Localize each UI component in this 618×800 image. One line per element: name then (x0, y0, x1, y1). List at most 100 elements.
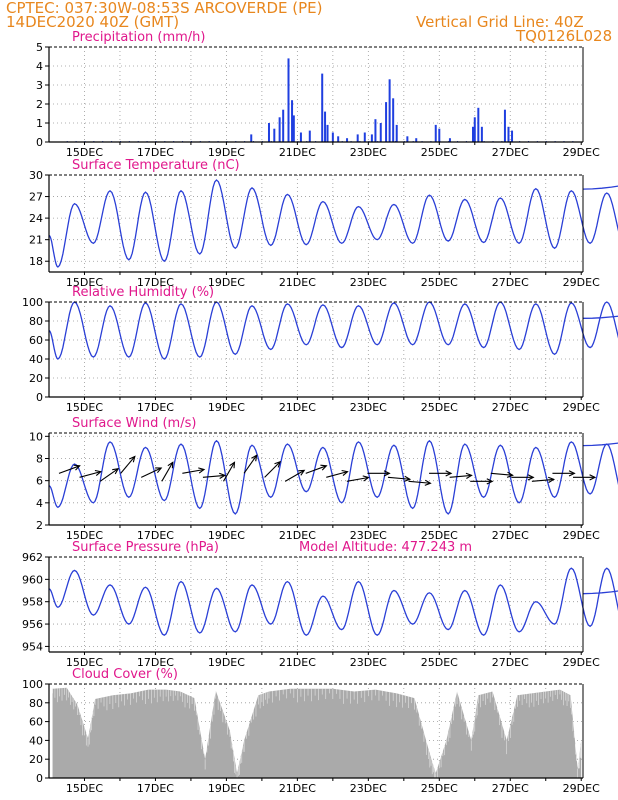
wind-arrow-shaft (223, 462, 235, 482)
y-tick-label: 8 (36, 452, 43, 465)
x-tick-label: 19DEC (208, 529, 245, 542)
y-tick-label: 962 (22, 551, 43, 564)
x-tick-label: 23DEC (350, 529, 387, 542)
x-tick-label: 17DEC (137, 782, 174, 795)
x-tick-label: 25DEC (421, 401, 458, 414)
wind-arrow-shaft (202, 474, 225, 478)
wind-arrow-shaft (408, 480, 431, 484)
y-tick-label: 4 (36, 497, 43, 510)
bar (291, 100, 294, 142)
y-tick-label: 1 (36, 117, 43, 130)
wind-arrow (305, 464, 328, 474)
wind-arrow-head (486, 478, 494, 485)
model-id: TQ0126L028 (516, 27, 613, 45)
cloud-texture (52, 687, 581, 778)
y-tick-label: 27 (29, 191, 43, 204)
x-tick-label: 27DEC (492, 656, 529, 669)
panel-annotation: Model Altitude: 477.243 m (299, 540, 472, 555)
bar (370, 134, 373, 142)
wind-arrow-head (465, 472, 473, 479)
x-tick-label: 29DEC (563, 401, 600, 414)
bar (282, 109, 285, 142)
wind-arrow-shaft (449, 474, 472, 478)
bar (321, 73, 324, 142)
y-tick-label: 10 (29, 430, 43, 443)
series-line (48, 179, 618, 268)
panel-title: Relative Humidity (%) (72, 285, 214, 300)
wind-arrow (243, 454, 258, 474)
y-tick-label: 954 (22, 640, 43, 653)
bar (477, 107, 480, 142)
wind-arrow-shaft (161, 462, 174, 482)
x-tick-label: 27DEC (492, 529, 529, 542)
wind-arrow (202, 472, 227, 479)
x-tick-label: 19DEC (208, 782, 245, 795)
wind-arrow-head (167, 461, 174, 469)
wind-arrow-head (424, 479, 432, 486)
x-tick-label: 27DEC (492, 146, 529, 159)
y-tick-label: 100 (22, 296, 43, 309)
x-tick-label: 17DEC (137, 401, 174, 414)
wind-arrow-shaft (326, 471, 348, 478)
x-tick-label: 23DEC (350, 656, 387, 669)
x-tick-label: 25DEC (421, 529, 458, 542)
panel-5: Surface Pressure (hPa) Model Altitude: 47… (22, 540, 618, 669)
x-tick-label: 19DEC (208, 276, 245, 289)
wind-arrow-head (445, 470, 453, 477)
x-tick-label: 25DEC (421, 656, 458, 669)
y-tick-label: 21 (29, 234, 43, 247)
bar (250, 134, 253, 142)
bar (287, 58, 290, 142)
wind-arrow (470, 478, 494, 485)
series-line (48, 439, 618, 515)
wind-vectors (58, 454, 597, 486)
wind-arrow (552, 470, 576, 477)
bar (434, 124, 437, 142)
wind-arrow-head (506, 471, 514, 478)
wind-arrow (449, 472, 473, 479)
wind-arrow-head (251, 454, 258, 462)
x-tick-label: 21DEC (279, 146, 316, 159)
x-tick-label: 19DEC (208, 656, 245, 669)
wind-arrow-head (547, 476, 556, 483)
wind-arrow-head (73, 464, 81, 471)
wind-arrow (161, 461, 174, 482)
x-tick-label: 23DEC (350, 276, 387, 289)
x-tick-label: 15DEC (66, 529, 103, 542)
wind-arrow (346, 475, 370, 482)
wind-arrow-shaft (141, 467, 162, 478)
y-tick-label: 20 (29, 372, 43, 385)
y-tick-label: 100 (22, 678, 43, 691)
wind-arrow (182, 467, 206, 474)
wind-arrow (264, 460, 282, 478)
y-tick-label: 4 (36, 60, 43, 73)
y-tick-label: 956 (22, 618, 43, 631)
y-tick-label: 60 (29, 716, 43, 729)
station-info: CPTEC: 037:30W-08:53S ARCOVERDE (PE) (6, 0, 323, 17)
wind-arrow-head (94, 469, 103, 476)
y-tick-label: 80 (29, 697, 43, 710)
x-tick-label: 19DEC (208, 401, 245, 414)
wind-arrow-shaft (79, 471, 101, 478)
grid (49, 47, 583, 142)
grid (49, 302, 583, 397)
forecast-date: 14DEC2020 40Z (GMT) (6, 13, 180, 31)
bar (472, 126, 475, 142)
grid (49, 557, 583, 652)
wind-arrow-shaft (264, 461, 281, 478)
wind-arrow-head (362, 475, 370, 482)
x-tick-label: 15DEC (66, 146, 103, 159)
x-tick-label: 17DEC (137, 146, 174, 159)
bar (406, 136, 409, 142)
bar (388, 79, 391, 142)
wind-arrow-head (274, 460, 282, 468)
wind-arrow-head (404, 475, 412, 482)
bar (326, 124, 329, 142)
bar (507, 126, 510, 142)
y-tick-label: 24 (29, 212, 43, 225)
wind-arrow (141, 467, 163, 478)
y-tick-label: 5 (36, 41, 43, 54)
y-tick-label: 960 (22, 573, 43, 586)
x-tick-label: 21DEC (279, 656, 316, 669)
wind-arrow (387, 475, 412, 482)
